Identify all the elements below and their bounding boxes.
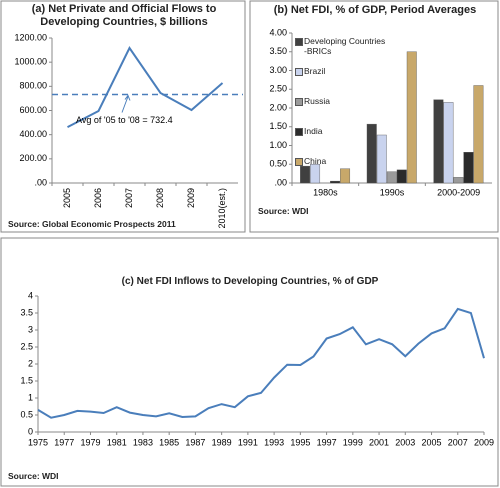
y-tick-label: 3.00 — [269, 65, 287, 75]
chart-title: (b) Net FDI, % of GDP, Period Averages — [273, 4, 477, 16]
y-tick-label: 0.5 — [20, 409, 33, 419]
x-tick-label: 1991 — [238, 437, 258, 447]
data-line — [37, 307, 485, 419]
x-tick-label: 2006 — [93, 188, 103, 208]
y-tick-label: 3.5 — [20, 307, 33, 317]
y-tick-label: 2 — [28, 358, 33, 368]
legend-label: Developing Countries -BRICs — [304, 36, 386, 56]
y-tick-label: 0.50 — [269, 159, 287, 169]
panel-border — [249, 0, 499, 233]
chart-title: (a) Net Private and Official Flows to De… — [31, 3, 217, 28]
data-line — [67, 46, 224, 128]
bar — [433, 99, 444, 184]
x-tick-label: 1990s — [380, 187, 405, 197]
x-tick-label: 2009 — [474, 437, 494, 447]
x-tick-label: 1979 — [80, 437, 100, 447]
x-tick-label: 1985 — [159, 437, 179, 447]
bar — [406, 51, 417, 184]
bar — [366, 123, 377, 184]
x-tick-label: 2009 — [186, 188, 196, 208]
x-tick-label: 2007 — [448, 437, 468, 447]
y-tick-label: 4 — [28, 290, 33, 300]
bar — [300, 165, 311, 184]
y-tick-label: 2.50 — [269, 84, 287, 94]
bar — [330, 180, 341, 184]
y-tick-label: 3.50 — [269, 46, 287, 56]
y-tick-label: .00 — [34, 177, 47, 187]
y-tick-label: 200.00 — [19, 153, 47, 163]
y-tick-label: 4.00 — [269, 27, 287, 37]
y-tick-label: 600.00 — [19, 105, 47, 115]
annotation: Avg of '05 to '08 = 732.4 — [76, 115, 173, 125]
y-tick-label: 0 — [28, 426, 33, 436]
bar — [386, 171, 397, 184]
legend-swatch — [295, 68, 303, 76]
source: Source: Global Economic Prospects 2011 — [8, 219, 176, 229]
legend-label: Brazil — [304, 66, 326, 76]
x-tick-label: 1975 — [28, 437, 48, 447]
y-tick-label: 1 — [28, 392, 33, 402]
x-tick-label: 2000-2009 — [437, 187, 480, 197]
x-tick-label: 1983 — [133, 437, 153, 447]
x-tick-label: 1977 — [54, 437, 74, 447]
y-tick-label: 1.00 — [269, 140, 287, 150]
bar — [310, 164, 321, 184]
x-tick-label: 2005 — [62, 188, 72, 208]
legend-swatch — [295, 128, 303, 136]
legend-label: India — [304, 126, 323, 136]
x-tick-label: 1997 — [317, 437, 337, 447]
bar — [443, 102, 454, 184]
x-tick-label: 1999 — [343, 437, 363, 447]
x-tick-label: 2001 — [369, 437, 389, 447]
y-tick-label: 800.00 — [19, 81, 47, 91]
y-tick-label: 1.50 — [269, 121, 287, 131]
x-tick-label: 1995 — [290, 437, 310, 447]
bar — [376, 134, 387, 184]
x-tick-label: 1987 — [185, 437, 205, 447]
source: Source: WDI — [258, 206, 309, 216]
x-tick-label: 1980s — [313, 187, 338, 197]
y-tick-label: .00 — [274, 177, 287, 187]
x-tick-label: 2005 — [422, 437, 442, 447]
x-tick-label: 2007 — [124, 188, 134, 208]
x-tick-label: 2010(est.) — [217, 188, 227, 229]
x-tick-label: 1989 — [212, 437, 232, 447]
source: Source: WDI — [8, 471, 59, 481]
panel-border — [0, 237, 499, 487]
y-tick-label: 1200.00 — [14, 32, 47, 42]
chart-title: (c) Net FDI Inflows to Developing Countr… — [121, 276, 379, 287]
legend-swatch — [295, 38, 303, 46]
y-tick-label: 2.00 — [269, 102, 287, 112]
annotation-arrow — [121, 96, 129, 113]
bar — [473, 85, 484, 184]
x-tick-label: 1993 — [264, 437, 284, 447]
legend-label: Russia — [304, 96, 330, 106]
bar — [463, 152, 474, 184]
annotation-arrowhead — [124, 94, 131, 101]
legend-label: China — [304, 156, 327, 166]
y-tick-label: 3 — [28, 324, 33, 334]
bar — [396, 169, 407, 184]
y-tick-label: 400.00 — [19, 129, 47, 139]
legend-swatch — [295, 158, 303, 166]
x-tick-label: 2008 — [155, 188, 165, 208]
legend-swatch — [295, 98, 303, 106]
y-tick-label: 2.5 — [20, 341, 33, 351]
bar — [453, 177, 464, 184]
panel-border — [0, 0, 246, 233]
x-tick-label: 1981 — [107, 437, 127, 447]
y-tick-label: 1000.00 — [14, 57, 47, 67]
bar — [340, 168, 351, 184]
x-tick-label: 2003 — [395, 437, 415, 447]
y-tick-label: 1.5 — [20, 375, 33, 385]
